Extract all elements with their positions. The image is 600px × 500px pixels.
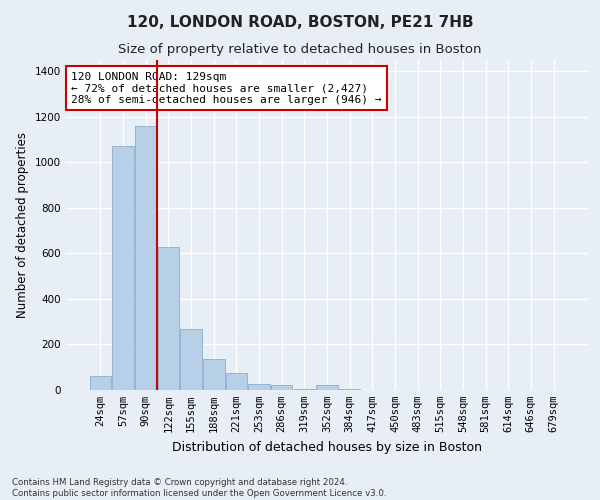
Bar — [316, 386, 338, 390]
Bar — [248, 384, 270, 390]
Bar — [135, 126, 157, 390]
Bar — [203, 360, 224, 390]
Bar — [90, 376, 111, 390]
Text: Contains HM Land Registry data © Crown copyright and database right 2024.
Contai: Contains HM Land Registry data © Crown c… — [12, 478, 386, 498]
Y-axis label: Number of detached properties: Number of detached properties — [16, 132, 29, 318]
Bar — [112, 146, 134, 390]
Text: 120 LONDON ROAD: 129sqm
← 72% of detached houses are smaller (2,427)
28% of semi: 120 LONDON ROAD: 129sqm ← 72% of detache… — [71, 72, 382, 105]
Text: 120, LONDON ROAD, BOSTON, PE21 7HB: 120, LONDON ROAD, BOSTON, PE21 7HB — [127, 15, 473, 30]
Bar — [271, 386, 292, 390]
X-axis label: Distribution of detached houses by size in Boston: Distribution of detached houses by size … — [172, 440, 482, 454]
Bar — [293, 389, 315, 390]
Bar — [181, 328, 202, 390]
Bar — [339, 389, 361, 390]
Bar — [226, 373, 247, 390]
Text: Size of property relative to detached houses in Boston: Size of property relative to detached ho… — [118, 42, 482, 56]
Bar — [158, 246, 179, 390]
